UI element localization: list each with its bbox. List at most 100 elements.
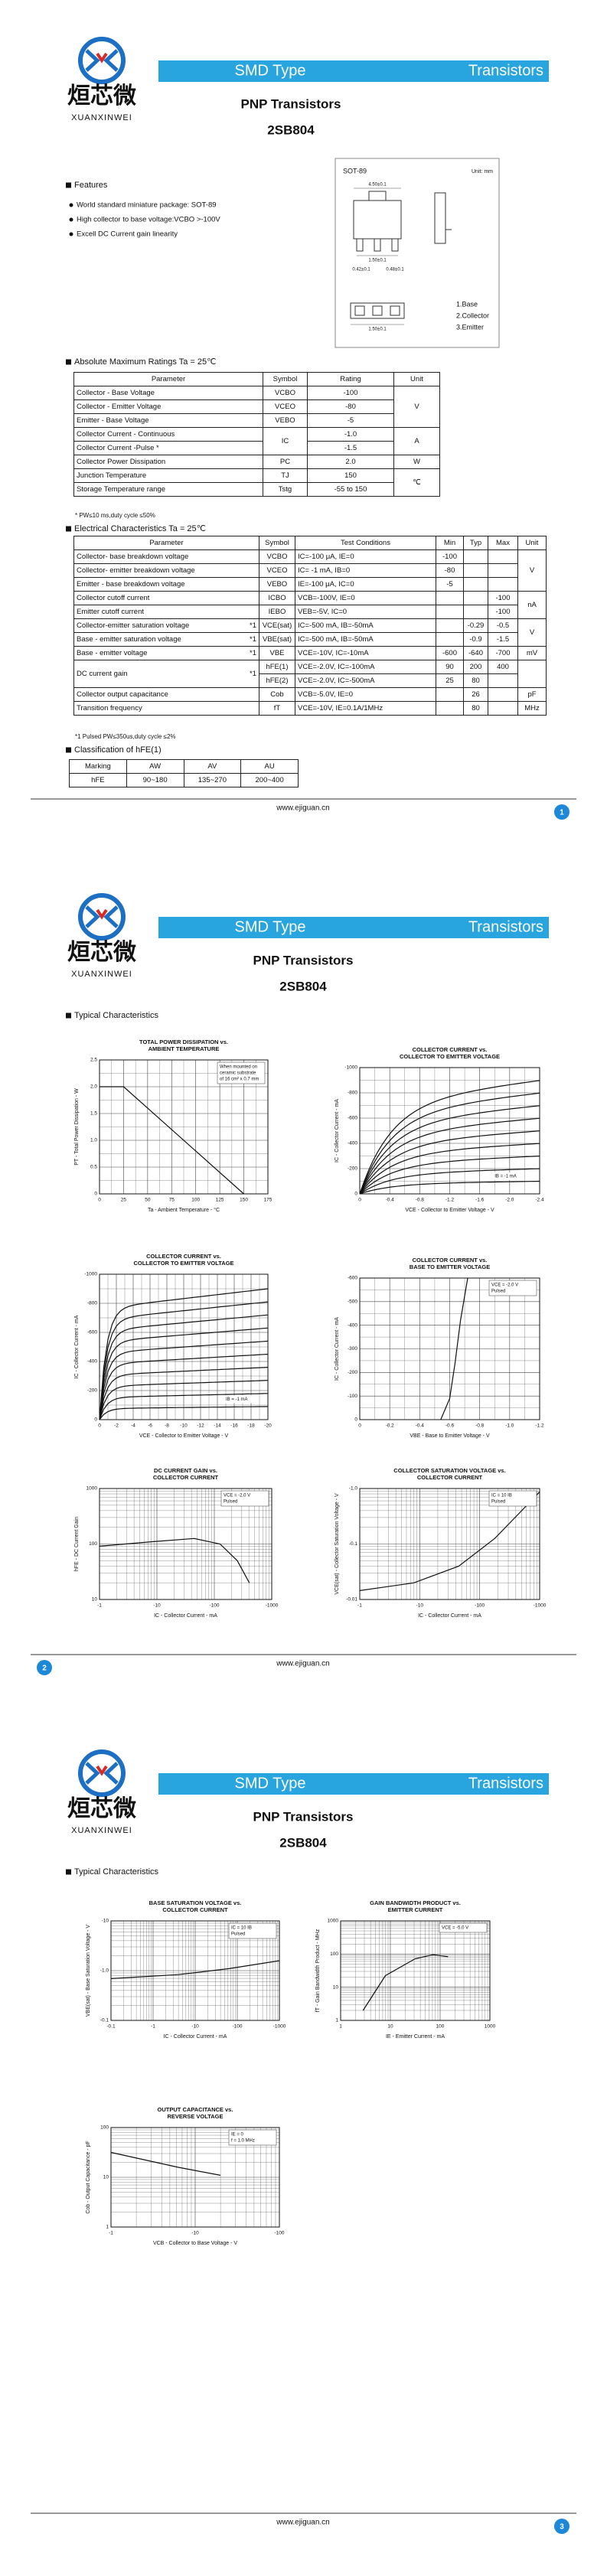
product-line: Transistors [468, 1775, 543, 1792]
table-cell: -1.5 [307, 441, 394, 455]
x-tick-label: -10 [180, 1423, 188, 1429]
x-tick-label: -1 [97, 1603, 102, 1609]
page-badge [554, 2519, 569, 2534]
table-cell: IC=-500 mA, IB=-50mA [295, 632, 436, 647]
table-cell: VCBO [259, 549, 295, 564]
table-cell: VEBO [259, 577, 295, 592]
table-cell: VCE=-2.0V, IC=-500mA [295, 673, 436, 688]
cell-text: Base - emitter voltage [77, 649, 148, 657]
table-cell: mV [517, 646, 547, 660]
y-tick-label: 2.5 [90, 1058, 97, 1063]
table-cell: -640 [463, 646, 488, 660]
x-tick-label: 100 [191, 1198, 200, 1203]
x-tick-label: -0.8 [475, 1423, 485, 1429]
table-cell: VCB=-5.0V, IE=0 [295, 687, 436, 702]
table-row: Parameter Symbol Rating Unit [73, 372, 440, 386]
graph-title: DC CURRENT GAIN vs. [154, 1467, 217, 1474]
y-tick-label: -200 [348, 1166, 357, 1172]
plot-frame [110, 2127, 280, 2228]
electrical-note: *1 Pulsed PW≤350us,duty cycle ≤2% [75, 733, 176, 740]
table-cell: IC [263, 427, 308, 455]
table-row: Junction Temperature TJ 150 ℃ [73, 468, 440, 497]
y-tick-label: 0 [354, 1192, 357, 1197]
y-tick-label: -10 [102, 1919, 109, 1924]
abs-max-note: * PW≤10 ms,duty cycle ≤50% [75, 512, 155, 519]
table-cell: -100 [488, 605, 518, 619]
y-tick-label: 1000 [86, 1486, 98, 1492]
x-tick-label: -1 [109, 2231, 113, 2236]
x-tick-label: -1.2 [445, 1198, 455, 1203]
x-tick-label: -6 [148, 1423, 152, 1429]
x-tick-label: -4 [131, 1423, 135, 1429]
x-axis-label: Ta - Ambient Temperature - °C [148, 1207, 220, 1213]
graph-title: COLLECTOR CURRENT [162, 1906, 228, 1913]
graph-title: COLLECTOR CURRENT vs. [413, 1257, 488, 1264]
table-cell: 90~180 [126, 773, 184, 787]
logo-mark-center [96, 52, 108, 64]
table-cell: VCE=-2.0V, IC=-100mA [295, 660, 436, 674]
title: PNP Transistors [253, 1809, 353, 1824]
y-tick-label: 10 [92, 1597, 98, 1603]
electrical-table: Parameter Symbol Test Conditions Min Typ Max U… [73, 536, 547, 716]
table-row: Collector output capacitance Cob VCB=-5.0V… [73, 687, 547, 702]
y-tick-label: -600 [348, 1116, 357, 1121]
x-tick-label: 25 [121, 1198, 127, 1203]
graph-note: of 16 cm² x 0.7 mm [220, 1078, 259, 1082]
table-cell [436, 591, 464, 605]
curve [99, 1288, 269, 1420]
table-cell: MHz [517, 701, 547, 716]
table-row: Collector Power Dissipation PC 2.0 W [73, 455, 440, 469]
table-cell: Symbol [263, 372, 308, 386]
y-tick-label: -0.1 [349, 1541, 358, 1547]
table-cell: 80 [463, 673, 488, 688]
category: SMD Type [235, 62, 306, 79]
table-cell: fT [259, 701, 295, 716]
y-tick-label: -200 [87, 1388, 97, 1394]
logo-english: XUANXINWEI [71, 970, 132, 979]
table-row: Marking AW AV AU [69, 759, 299, 774]
title: PNP Transistors [240, 96, 341, 111]
square-bullet [66, 526, 71, 532]
table-cell: -700 [488, 646, 518, 660]
table-cell: 200~400 [240, 773, 299, 787]
x-tick-label: -100 [209, 1603, 219, 1609]
package-unit: Unit: mm [472, 169, 493, 174]
x-tick-label: -2.0 [505, 1198, 514, 1203]
table-cell: VCBO [263, 386, 308, 400]
table-cell: W [393, 455, 440, 469]
bullet [69, 232, 73, 236]
curve [99, 1380, 269, 1420]
table-cell: IE=-100 μA, IC=0 [295, 577, 436, 592]
table-cell [463, 563, 488, 578]
y-tick-label: -0.1 [100, 2018, 109, 2023]
pin-label: 2.Collector [456, 311, 489, 319]
curve [359, 1168, 540, 1195]
graph-annotation: IB = -1 mA [226, 1397, 248, 1402]
y-tick-label: 2.0 [90, 1084, 97, 1090]
x-tick-label: 75 [169, 1198, 175, 1203]
curve [110, 2151, 221, 2176]
y-tick-label: 0 [94, 1417, 97, 1423]
x-tick-label: -10 [153, 1603, 161, 1609]
header-bar [158, 60, 549, 82]
table-cell: -1.0 [307, 427, 394, 442]
curve [99, 1393, 269, 1420]
curve [359, 1117, 540, 1195]
x-tick-label: -0.2 [386, 1423, 395, 1429]
x-axis-label: IC - Collector Current - mA [154, 1613, 217, 1619]
logo-chinese: 烜芯微 [67, 83, 136, 109]
table-cell: AW [126, 759, 184, 774]
table-cell: VEB=-5V, IC=0 [295, 605, 436, 619]
page-badge [554, 804, 569, 820]
x-tick-label: 0 [98, 1423, 101, 1429]
table-cell: IC=-100 μA, IE=0 [295, 549, 436, 564]
table-cell: hFE [69, 773, 127, 787]
x-axis-label: IE - Emitter Current - mA [386, 2034, 445, 2040]
package-pad [354, 305, 365, 316]
table-cell: 2.0 [307, 455, 394, 469]
table-cell: pF [517, 687, 547, 702]
table-cell: Parameter [73, 372, 263, 386]
x-tick-label: -0.4 [386, 1198, 395, 1203]
table-cell: Emitter - base breakdown voltage [73, 577, 259, 592]
x-tick-label: 0 [98, 1198, 101, 1203]
